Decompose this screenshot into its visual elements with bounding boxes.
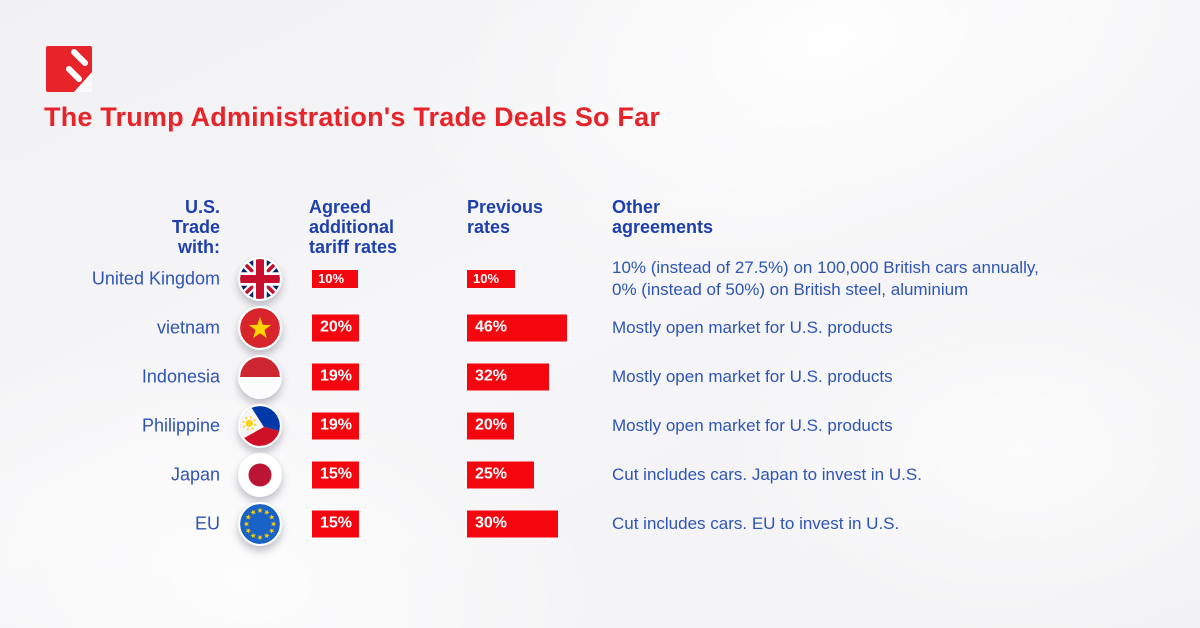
agreed-rate-badge: 15% bbox=[312, 510, 359, 537]
country-label: vietnam bbox=[156, 317, 220, 337]
table-row: Indonesia 19% 32% Mostly open market for… bbox=[0, 352, 1200, 401]
agreed-rate-value: 15% bbox=[320, 465, 353, 483]
other-agreements-text: 10% (instead of 27.5%) on 100,000 Britis… bbox=[612, 257, 1039, 299]
header-agreed-rates: Agreed additional tariff rates bbox=[309, 197, 398, 257]
vietnam-flag-icon bbox=[238, 305, 282, 350]
other-agreements-text: Cut includes cars. Japan to invest in U.… bbox=[612, 464, 922, 484]
japan-flag-icon bbox=[238, 452, 282, 497]
previous-rate-badge: 20% bbox=[467, 412, 514, 439]
page-title: The Trump Administration's Trade Deals S… bbox=[44, 102, 661, 132]
table-body: United Kingdom 10% 10% bbox=[0, 254, 1200, 548]
table-row: Philippine bbox=[0, 401, 1200, 450]
other-agreements-text: Cut includes cars. EU to invest in U.S. bbox=[612, 513, 900, 533]
table-row: EU bbox=[0, 499, 1200, 548]
table-row: United Kingdom 10% 10% bbox=[0, 254, 1200, 303]
country-label: EU bbox=[194, 513, 220, 533]
header-trade-with: U.S. Trade with: bbox=[171, 197, 220, 257]
table-row: vietnam 20% 46% Mostly open market for U… bbox=[0, 303, 1200, 352]
agreed-rate-badge: 20% bbox=[312, 314, 359, 341]
agreed-rate-value: 20% bbox=[320, 318, 353, 336]
agreed-rate-value: 19% bbox=[320, 416, 353, 434]
brand-logo-icon bbox=[46, 46, 92, 92]
philippines-flag-icon bbox=[238, 403, 282, 448]
previous-rate-badge: 30% bbox=[467, 510, 558, 537]
previous-rate-value: 32% bbox=[475, 367, 508, 385]
other-agreements-text: Mostly open market for U.S. products bbox=[612, 317, 893, 337]
agreed-rate-value: 15% bbox=[320, 514, 353, 532]
country-label: Indonesia bbox=[141, 366, 220, 386]
previous-rate-badge: 46% bbox=[467, 314, 567, 341]
agreed-rate-badge: 19% bbox=[312, 363, 359, 390]
previous-rate-value: 46% bbox=[475, 318, 508, 336]
previous-rate-value: 10% bbox=[473, 271, 500, 286]
other-agreements-text: Mostly open market for U.S. products bbox=[612, 415, 893, 435]
previous-rate-value: 30% bbox=[475, 514, 508, 532]
agreed-rate-value: 19% bbox=[320, 367, 353, 385]
previous-rate-value: 20% bbox=[475, 416, 508, 434]
previous-rate-badge: 10% bbox=[467, 269, 515, 288]
indonesia-flag-icon bbox=[238, 354, 282, 399]
country-label: Japan bbox=[170, 464, 220, 484]
header-previous-rates: Previous rates bbox=[467, 197, 544, 237]
country-label: Philippine bbox=[141, 415, 220, 435]
agreed-rate-value: 10% bbox=[318, 271, 345, 286]
previous-rate-badge: 32% bbox=[467, 363, 549, 390]
uk-flag-icon bbox=[238, 256, 282, 301]
other-agreements-text: Mostly open market for U.S. products bbox=[612, 366, 893, 386]
agreed-rate-badge: 10% bbox=[312, 269, 358, 288]
previous-rate-badge: 25% bbox=[467, 461, 534, 488]
agreed-rate-badge: 15% bbox=[312, 461, 359, 488]
previous-rate-value: 25% bbox=[475, 465, 508, 483]
header-other-agreements: Other agreements bbox=[612, 197, 714, 237]
table-row: Japan 15% 25% Cut includes cars. Japan t… bbox=[0, 450, 1200, 499]
agreed-rate-badge: 19% bbox=[312, 412, 359, 439]
country-label: United Kingdom bbox=[91, 268, 220, 288]
eu-flag-icon bbox=[238, 501, 282, 546]
